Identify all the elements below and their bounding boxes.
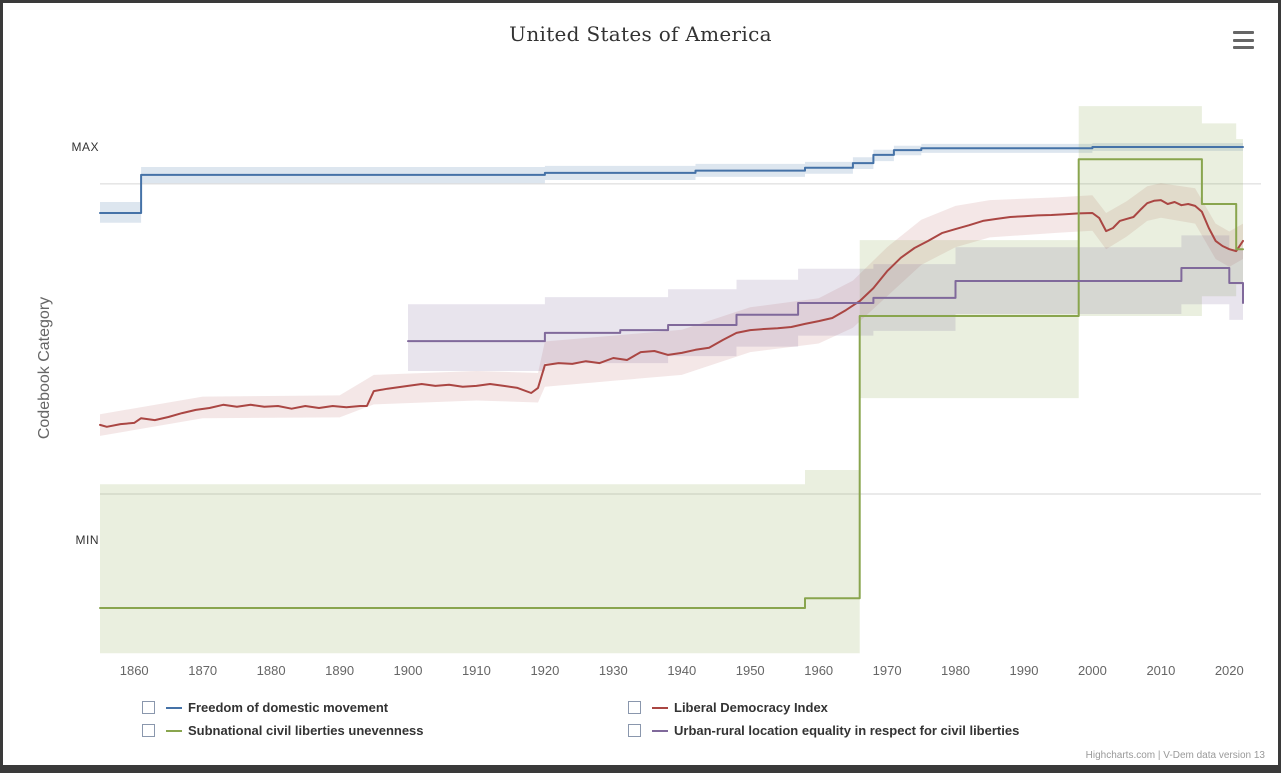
x-axis-label: 1910 bbox=[462, 663, 491, 678]
x-axis-label: 1900 bbox=[394, 663, 423, 678]
series-label[interactable]: Subnational civil liberties unevenness bbox=[188, 723, 424, 738]
series-line-sample bbox=[652, 706, 668, 709]
hamburger-bar bbox=[1233, 31, 1254, 34]
series-label[interactable]: Freedom of domestic movement bbox=[188, 700, 389, 715]
y-axis-label: MIN bbox=[76, 533, 100, 547]
x-axis-label: 1890 bbox=[325, 663, 354, 678]
x-axis-label: 1970 bbox=[873, 663, 902, 678]
series-line[interactable] bbox=[99, 199, 1244, 428]
legend-item-subnational-civil-liberties-unevenness[interactable]: Subnational civil liberties unevenness bbox=[142, 723, 628, 738]
credits-link[interactable]: Highcharts.com | V-Dem data version 13 bbox=[1085, 750, 1265, 761]
x-axis-label: 1940 bbox=[667, 663, 696, 678]
series-checkbox[interactable] bbox=[628, 701, 641, 714]
x-axis-label: 1920 bbox=[530, 663, 559, 678]
x-axis-label: 1880 bbox=[257, 663, 286, 678]
legend: Freedom of domestic movement Liberal Dem… bbox=[142, 700, 1202, 738]
x-axis-label: 1950 bbox=[736, 663, 765, 678]
x-axis-label: 2010 bbox=[1146, 663, 1175, 678]
chart-title: United States of America bbox=[509, 22, 772, 46]
legend-item-liberal-democracy-index[interactable]: Liberal Democracy Index bbox=[628, 700, 1202, 715]
x-axis-label: 1980 bbox=[941, 663, 970, 678]
series-label[interactable]: Urban-rural location equality in respect… bbox=[674, 723, 1020, 738]
x-axis-label: 1930 bbox=[599, 663, 628, 678]
legend-item-freedom-of-domestic-movement[interactable]: Freedom of domestic movement bbox=[142, 700, 628, 715]
x-axis-label: 2000 bbox=[1078, 663, 1107, 678]
hamburger-bar bbox=[1233, 46, 1254, 49]
confidence-band bbox=[100, 106, 1243, 654]
series-line-sample bbox=[166, 706, 182, 709]
series-checkbox[interactable] bbox=[142, 724, 155, 737]
y-axis-label: MAX bbox=[71, 140, 99, 154]
x-axis-label: 1860 bbox=[120, 663, 149, 678]
x-axis-label: 1990 bbox=[1010, 663, 1039, 678]
series-line[interactable] bbox=[99, 158, 1244, 609]
hamburger-bar bbox=[1233, 38, 1254, 42]
series-checkbox[interactable] bbox=[142, 701, 155, 714]
confidence-band bbox=[100, 183, 1243, 436]
series-line[interactable] bbox=[99, 146, 1244, 214]
x-axis-label: 1960 bbox=[804, 663, 833, 678]
legend-item-urban-rural-location-equality[interactable]: Urban-rural location equality in respect… bbox=[628, 723, 1202, 738]
series-checkbox[interactable] bbox=[628, 724, 641, 737]
confidence-band bbox=[100, 143, 1243, 223]
series-label[interactable]: Liberal Democracy Index bbox=[674, 700, 828, 715]
x-axis-label: 2020 bbox=[1215, 663, 1244, 678]
series-line-sample bbox=[652, 729, 668, 732]
x-axis-label: 1870 bbox=[188, 663, 217, 678]
hamburger-menu-icon[interactable] bbox=[1231, 30, 1256, 50]
series-line[interactable] bbox=[407, 267, 1244, 343]
series-line-sample bbox=[166, 729, 182, 732]
plot-area: MAX MIN 1860 1870 1880 1890 1900 1910 1920 1930 19… bbox=[71, 106, 1261, 678]
